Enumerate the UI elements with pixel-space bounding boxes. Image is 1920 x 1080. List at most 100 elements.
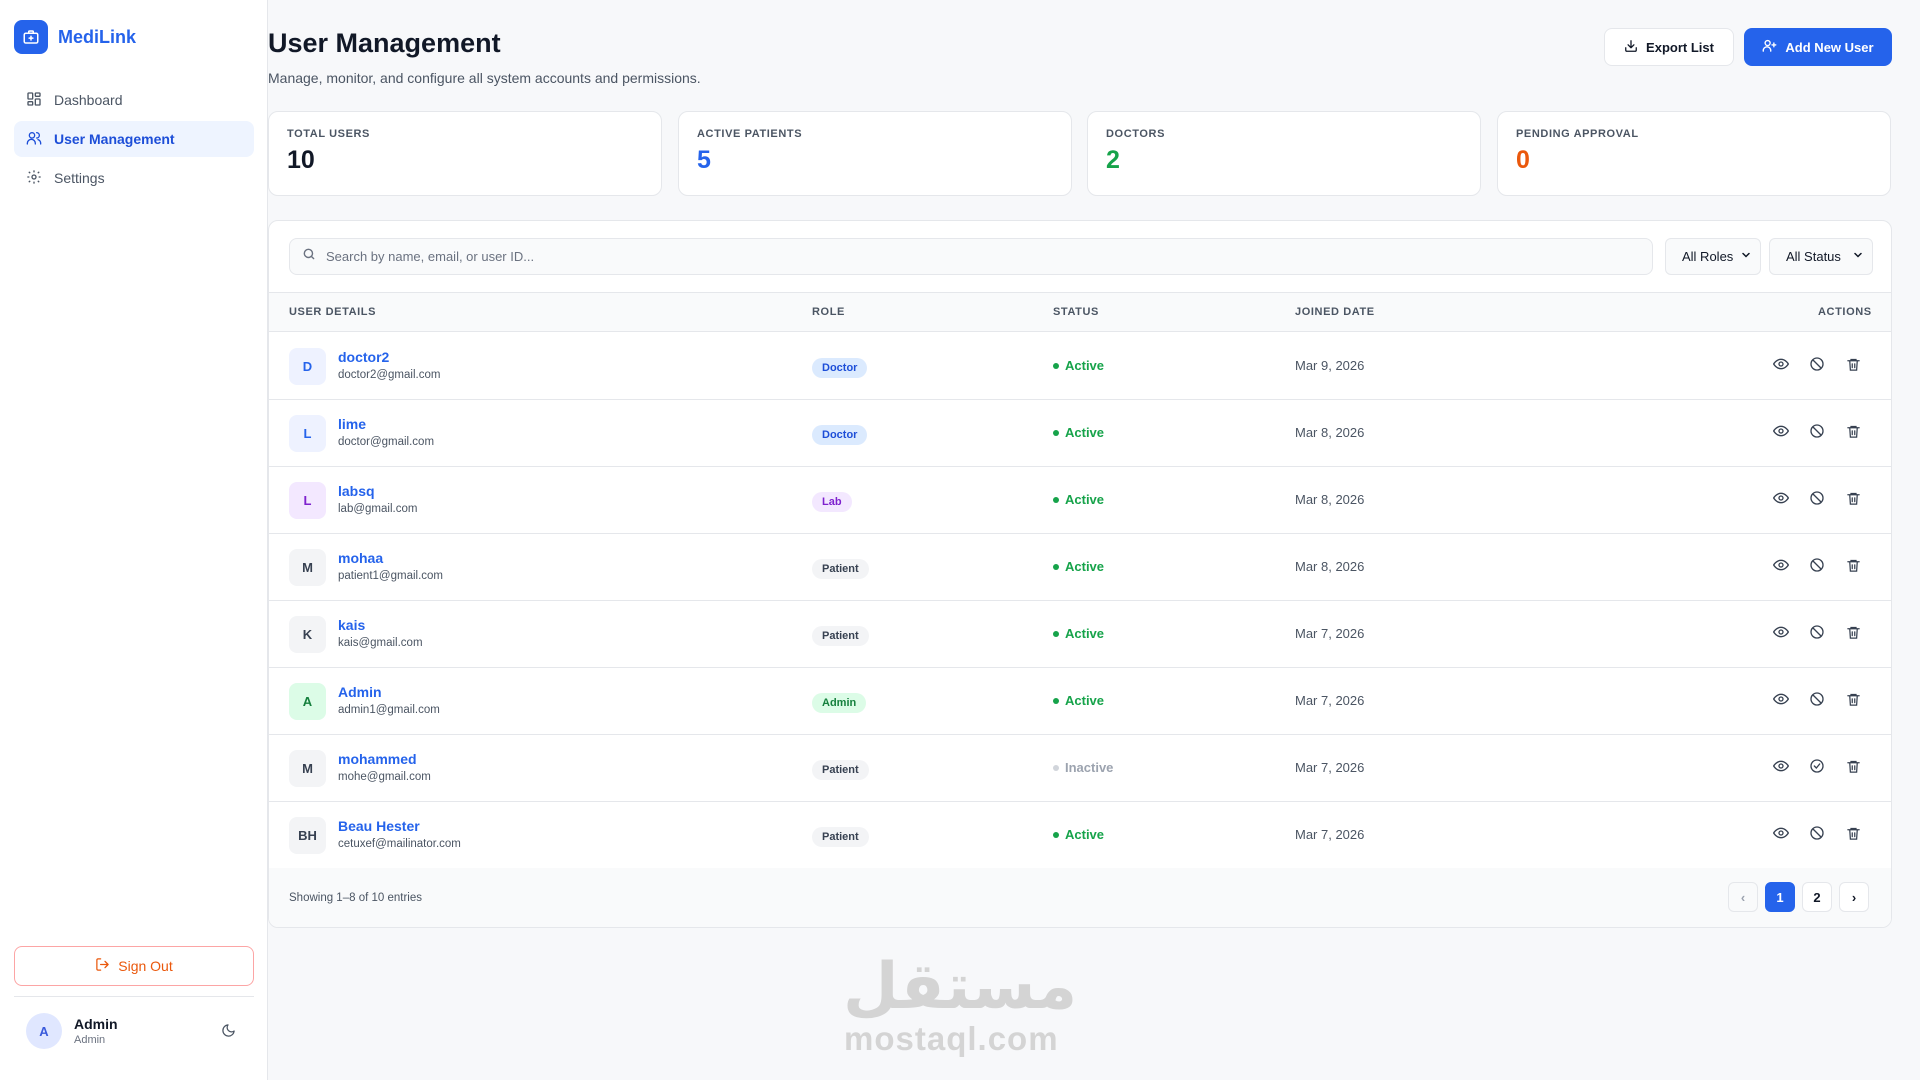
user-email: kais@gmail.com	[338, 637, 423, 649]
trash-icon[interactable]	[1845, 423, 1861, 439]
trash-icon[interactable]	[1845, 356, 1861, 372]
status-dot	[1053, 496, 1059, 503]
column-header: ACTIONS	[1818, 306, 1872, 318]
export-list-button[interactable]: Export List	[1604, 28, 1734, 66]
status-label: Inactive	[1065, 760, 1114, 775]
eye-icon[interactable]	[1773, 423, 1789, 439]
status-label: Active	[1065, 358, 1105, 373]
ban-icon[interactable]	[1809, 557, 1825, 573]
avatar: A	[26, 1013, 62, 1049]
sidebar-item-dashboard[interactable]: Dashboard	[14, 82, 254, 118]
status-indicator: Active	[1053, 425, 1104, 440]
eye-icon[interactable]	[1773, 557, 1789, 573]
moon-icon[interactable]	[218, 1020, 238, 1040]
role-badge: Admin	[812, 693, 867, 713]
joined-date: Mar 8, 2026	[1295, 425, 1365, 440]
status-filter-value: All Status	[1786, 249, 1841, 264]
role-filter-select[interactable]: All Roles	[1665, 238, 1761, 275]
role-badge: Doctor	[812, 425, 868, 445]
page-button-2[interactable]: 2	[1802, 882, 1832, 912]
eye-icon[interactable]	[1773, 758, 1789, 774]
ban-icon[interactable]	[1809, 356, 1825, 372]
trash-icon[interactable]	[1845, 490, 1861, 506]
joined-date: Mar 7, 2026	[1295, 626, 1365, 641]
user-name-link[interactable]: labsq	[338, 483, 375, 499]
divider	[14, 996, 254, 997]
download-icon	[1624, 39, 1638, 56]
sidebar-item-user-management[interactable]: User Management	[14, 121, 254, 157]
stat-value: 5	[697, 146, 711, 174]
avatar: BH	[289, 817, 326, 854]
user-email: cetuxef@mailinator.com	[338, 838, 461, 850]
user-name-link[interactable]: lime	[338, 416, 367, 432]
trash-icon[interactable]	[1845, 624, 1861, 640]
trash-icon[interactable]	[1845, 758, 1861, 774]
brand[interactable]: MediLink	[14, 20, 136, 54]
status-label: Active	[1065, 559, 1105, 574]
search-icon	[302, 247, 316, 266]
user-name-link[interactable]: mohaa	[338, 550, 384, 566]
avatar: D	[289, 348, 326, 385]
add-new-user-label: Add New User	[1785, 39, 1874, 55]
row-actions	[1773, 825, 1861, 841]
ban-icon[interactable]	[1809, 825, 1825, 841]
avatar: L	[289, 482, 326, 519]
add-new-user-button[interactable]: Add New User	[1744, 28, 1892, 66]
user-name-link[interactable]: mohammed	[338, 751, 417, 767]
avatar: L	[289, 415, 326, 452]
status-label: Active	[1065, 827, 1105, 842]
ban-icon[interactable]	[1809, 691, 1825, 707]
table-header: USER DETAILS ROLE STATUS JOINED DATE ACT…	[269, 292, 1891, 332]
table-footer: Showing 1–8 of 10 entries ‹ 1 2 ›	[269, 868, 1891, 927]
row-actions	[1773, 356, 1861, 372]
status-filter-select[interactable]: All Status	[1769, 238, 1873, 275]
row-actions	[1773, 691, 1861, 707]
avatar: A	[289, 683, 326, 720]
sign-out-button[interactable]: Sign Out	[14, 946, 254, 986]
eye-icon[interactable]	[1773, 356, 1789, 372]
ban-icon[interactable]	[1809, 624, 1825, 640]
joined-date: Mar 7, 2026	[1295, 827, 1365, 842]
role-badge: Patient	[812, 760, 869, 780]
current-user: A Admin Admin	[26, 1013, 118, 1049]
trash-icon[interactable]	[1845, 691, 1861, 707]
sidebar-item-settings[interactable]: Settings	[14, 160, 254, 196]
eye-icon[interactable]	[1773, 490, 1789, 506]
joined-date: Mar 8, 2026	[1295, 559, 1365, 574]
stat-label: DOCTORS	[1106, 128, 1166, 140]
stat-label: TOTAL USERS	[287, 128, 370, 140]
user-name-link[interactable]: kais	[338, 617, 366, 633]
previous-page-button[interactable]: ‹	[1728, 882, 1758, 912]
eye-icon[interactable]	[1773, 825, 1789, 841]
trash-icon[interactable]	[1845, 557, 1861, 573]
watermark-arabic: مستقل	[843, 950, 1078, 1024]
entries-summary: Showing 1–8 of 10 entries	[289, 892, 422, 904]
eye-icon[interactable]	[1773, 691, 1789, 707]
user-name-link[interactable]: doctor2	[338, 349, 390, 365]
trash-icon[interactable]	[1845, 825, 1861, 841]
ban-icon[interactable]	[1809, 490, 1825, 506]
check-circle-icon[interactable]	[1809, 758, 1825, 774]
search-input[interactable]	[326, 249, 1640, 264]
user-name-link[interactable]: Beau Hester	[338, 818, 420, 834]
role-badge: Patient	[812, 559, 869, 579]
status-label: Active	[1065, 492, 1105, 507]
sidebar-nav: Dashboard User Management Settings	[14, 82, 254, 199]
stat-label: ACTIVE PATIENTS	[697, 128, 803, 140]
status-dot	[1053, 563, 1059, 570]
joined-date: Mar 8, 2026	[1295, 492, 1365, 507]
next-page-button[interactable]: ›	[1839, 882, 1869, 912]
page-button-1[interactable]: 1	[1765, 882, 1795, 912]
chevron-down-icon	[1852, 249, 1864, 264]
row-actions	[1773, 423, 1861, 439]
eye-icon[interactable]	[1773, 624, 1789, 640]
users-icon	[26, 130, 42, 149]
column-header: STATUS	[1053, 306, 1099, 318]
user-plus-icon	[1762, 38, 1777, 56]
ban-icon[interactable]	[1809, 423, 1825, 439]
column-header: ROLE	[812, 306, 845, 318]
search-box[interactable]	[289, 238, 1653, 275]
user-name-link[interactable]: Admin	[338, 684, 382, 700]
